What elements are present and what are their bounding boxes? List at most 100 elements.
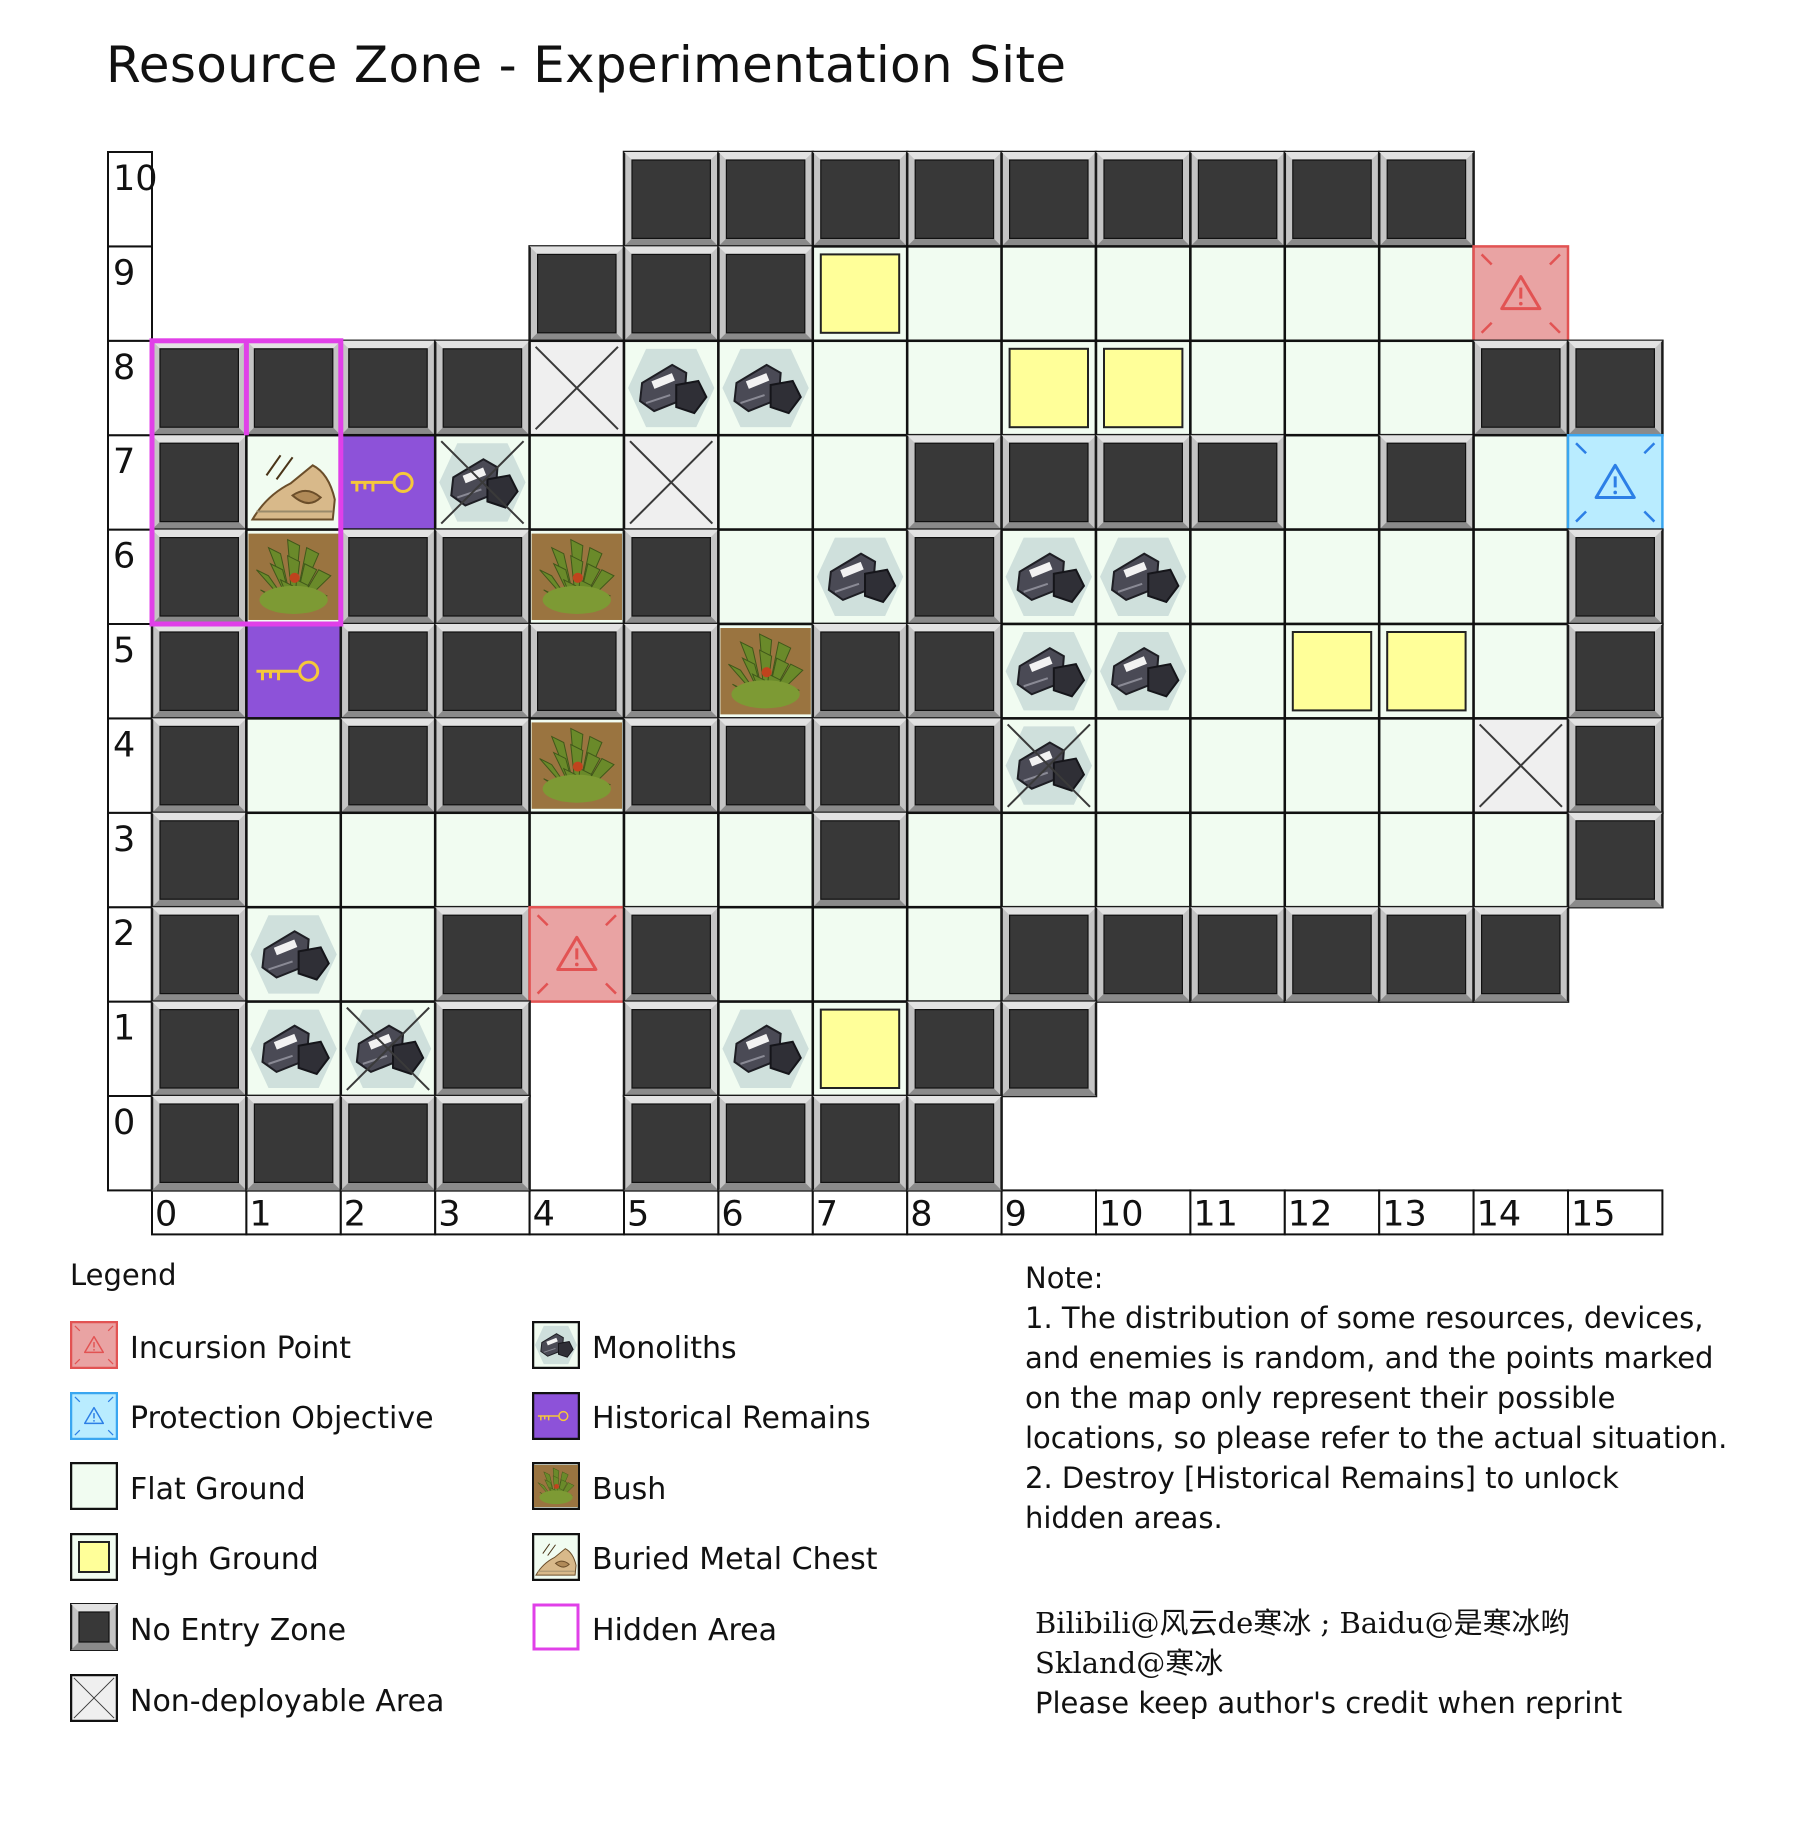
note-block: Note: 1. The distribution of some resour… <box>1025 1258 1745 1538</box>
no-entry-tile <box>150 1094 248 1192</box>
x-axis-label: 3 <box>438 1194 460 1234</box>
flat-ground-tile <box>1377 245 1475 343</box>
no-entry-tile <box>717 717 815 815</box>
no-entry-tile <box>1377 433 1475 531</box>
legend-label: Historical Remains <box>592 1401 871 1437</box>
grid-cells <box>150 150 1664 1192</box>
y-axis-label: 0 <box>113 1103 135 1143</box>
legend-item: Buried Metal Chest <box>532 1532 877 1582</box>
y-axis-label: 5 <box>113 631 135 671</box>
high-ground-tile <box>1000 339 1098 437</box>
flat-ground-tile <box>1472 433 1570 531</box>
x-axis-cell <box>528 1189 625 1236</box>
no-entry-tile <box>905 433 1003 531</box>
flat-ground-tile <box>1377 339 1475 437</box>
x-axis-label: 10 <box>1099 1194 1144 1234</box>
legend-label: Bush <box>592 1471 667 1507</box>
no-entry-tile <box>150 433 248 531</box>
no-entry-tile <box>905 150 1003 248</box>
note-line: 1. The distribution of some resources, d… <box>1025 1301 1704 1335</box>
x-axis-cell <box>1000 1189 1097 1236</box>
flat-ground-tile <box>905 339 1003 437</box>
no-entry-tile <box>905 1000 1003 1098</box>
x-axis-label: 4 <box>533 1194 555 1234</box>
no-entry-tile <box>1566 528 1664 626</box>
no-entry-tile <box>339 1094 437 1192</box>
no-entry-tile <box>150 1000 248 1098</box>
no-entry-tile <box>811 150 909 248</box>
historical-remains-tile <box>339 433 437 531</box>
author-credit: Bilibili@风云de寒冰 ; Baidu@是寒冰哟 Skland@寒冰 P… <box>1035 1603 1622 1723</box>
no-entry-tile <box>905 528 1003 626</box>
no-entry-tile <box>811 717 909 815</box>
flat-ground-tile <box>1377 528 1475 626</box>
no-entry-tile <box>339 339 437 437</box>
flat-ground-tile <box>1377 811 1475 909</box>
x-axis-label: 11 <box>1193 1194 1238 1234</box>
legend-item: Historical Remains <box>532 1391 871 1441</box>
no-entry-tile <box>717 150 815 248</box>
flat-ground-tile <box>1472 622 1570 720</box>
key-icon <box>532 1391 580 1440</box>
flat-ground-tile <box>1283 528 1381 626</box>
no-entry-tile <box>1094 905 1192 1003</box>
monolith-tile <box>622 339 720 437</box>
no-entry-tile <box>622 245 720 343</box>
monolith-non-deployable-tile <box>433 433 531 531</box>
no-entry-tile <box>1000 150 1098 248</box>
y-axis-cell <box>107 906 153 1003</box>
x-axis-cell <box>906 1189 1003 1236</box>
note-line: on the map only represent their possible <box>1025 1381 1616 1415</box>
no-entry-tile <box>1189 433 1287 531</box>
flat-ground-tile <box>528 433 626 531</box>
high-ground-tile <box>1094 339 1192 437</box>
monolith-tile <box>717 1000 815 1098</box>
legend-item: Protection Objective <box>70 1391 434 1441</box>
no-entry-tile <box>717 1094 815 1192</box>
flat-ground-icon <box>70 1462 118 1511</box>
note-line: 2. Destroy [Historical Remains] to unloc… <box>1025 1461 1619 1495</box>
x-axis-label: 12 <box>1288 1194 1333 1234</box>
flat-ground-tile <box>622 811 720 909</box>
chest-icon <box>532 1532 580 1581</box>
high-ground-tile <box>811 245 909 343</box>
flat-ground-tile <box>905 905 1003 1003</box>
x-axis-label: 6 <box>721 1194 743 1234</box>
no-entry-tile <box>1283 905 1381 1003</box>
x-axis-cell <box>245 1189 342 1236</box>
legend-item: Flat Ground <box>70 1461 306 1511</box>
no-entry-tile <box>150 339 248 437</box>
flat-ground-tile <box>811 433 909 531</box>
x-axis-cell <box>1567 1189 1664 1236</box>
flat-ground-tile <box>905 245 1003 343</box>
legend-item: Incursion Point <box>70 1320 351 1370</box>
flat-ground-tile <box>1283 717 1381 815</box>
monolith-tile <box>1094 622 1192 720</box>
no-entry-tile <box>622 905 720 1003</box>
no-entry-tile <box>339 622 437 720</box>
x-axis-label: 7 <box>816 1194 838 1234</box>
y-axis-cell <box>107 528 153 625</box>
legend-label: Hidden Area <box>592 1612 778 1648</box>
no-entry-tile <box>150 717 248 815</box>
x-axis-cell <box>151 1189 248 1236</box>
legend-label: No Entry Zone <box>130 1612 347 1648</box>
x-axis-label: 5 <box>627 1194 649 1234</box>
no-entry-tile <box>245 1094 343 1192</box>
flat-ground-tile <box>811 339 909 437</box>
y-axis-label: 4 <box>113 725 135 765</box>
bush-icon <box>532 1462 580 1511</box>
monolith-non-deployable-tile <box>1000 717 1098 815</box>
no-entry-tile <box>811 811 909 909</box>
flat-ground-tile <box>1472 528 1570 626</box>
x-axis-label: 13 <box>1382 1194 1427 1234</box>
credit-line: Bilibili@风云de寒冰 ; Baidu@是寒冰哟 <box>1035 1606 1570 1640</box>
no-entry-tile <box>622 528 720 626</box>
no-entry-tile <box>1000 905 1098 1003</box>
x-axis-label: 1 <box>249 1194 271 1234</box>
note-line: and enemies is random, and the points ma… <box>1025 1341 1714 1375</box>
x-axis-cell <box>717 1189 814 1236</box>
no-entry-tile <box>1000 433 1098 531</box>
bush-tile <box>717 622 815 720</box>
legend-item: Monoliths <box>532 1320 737 1370</box>
